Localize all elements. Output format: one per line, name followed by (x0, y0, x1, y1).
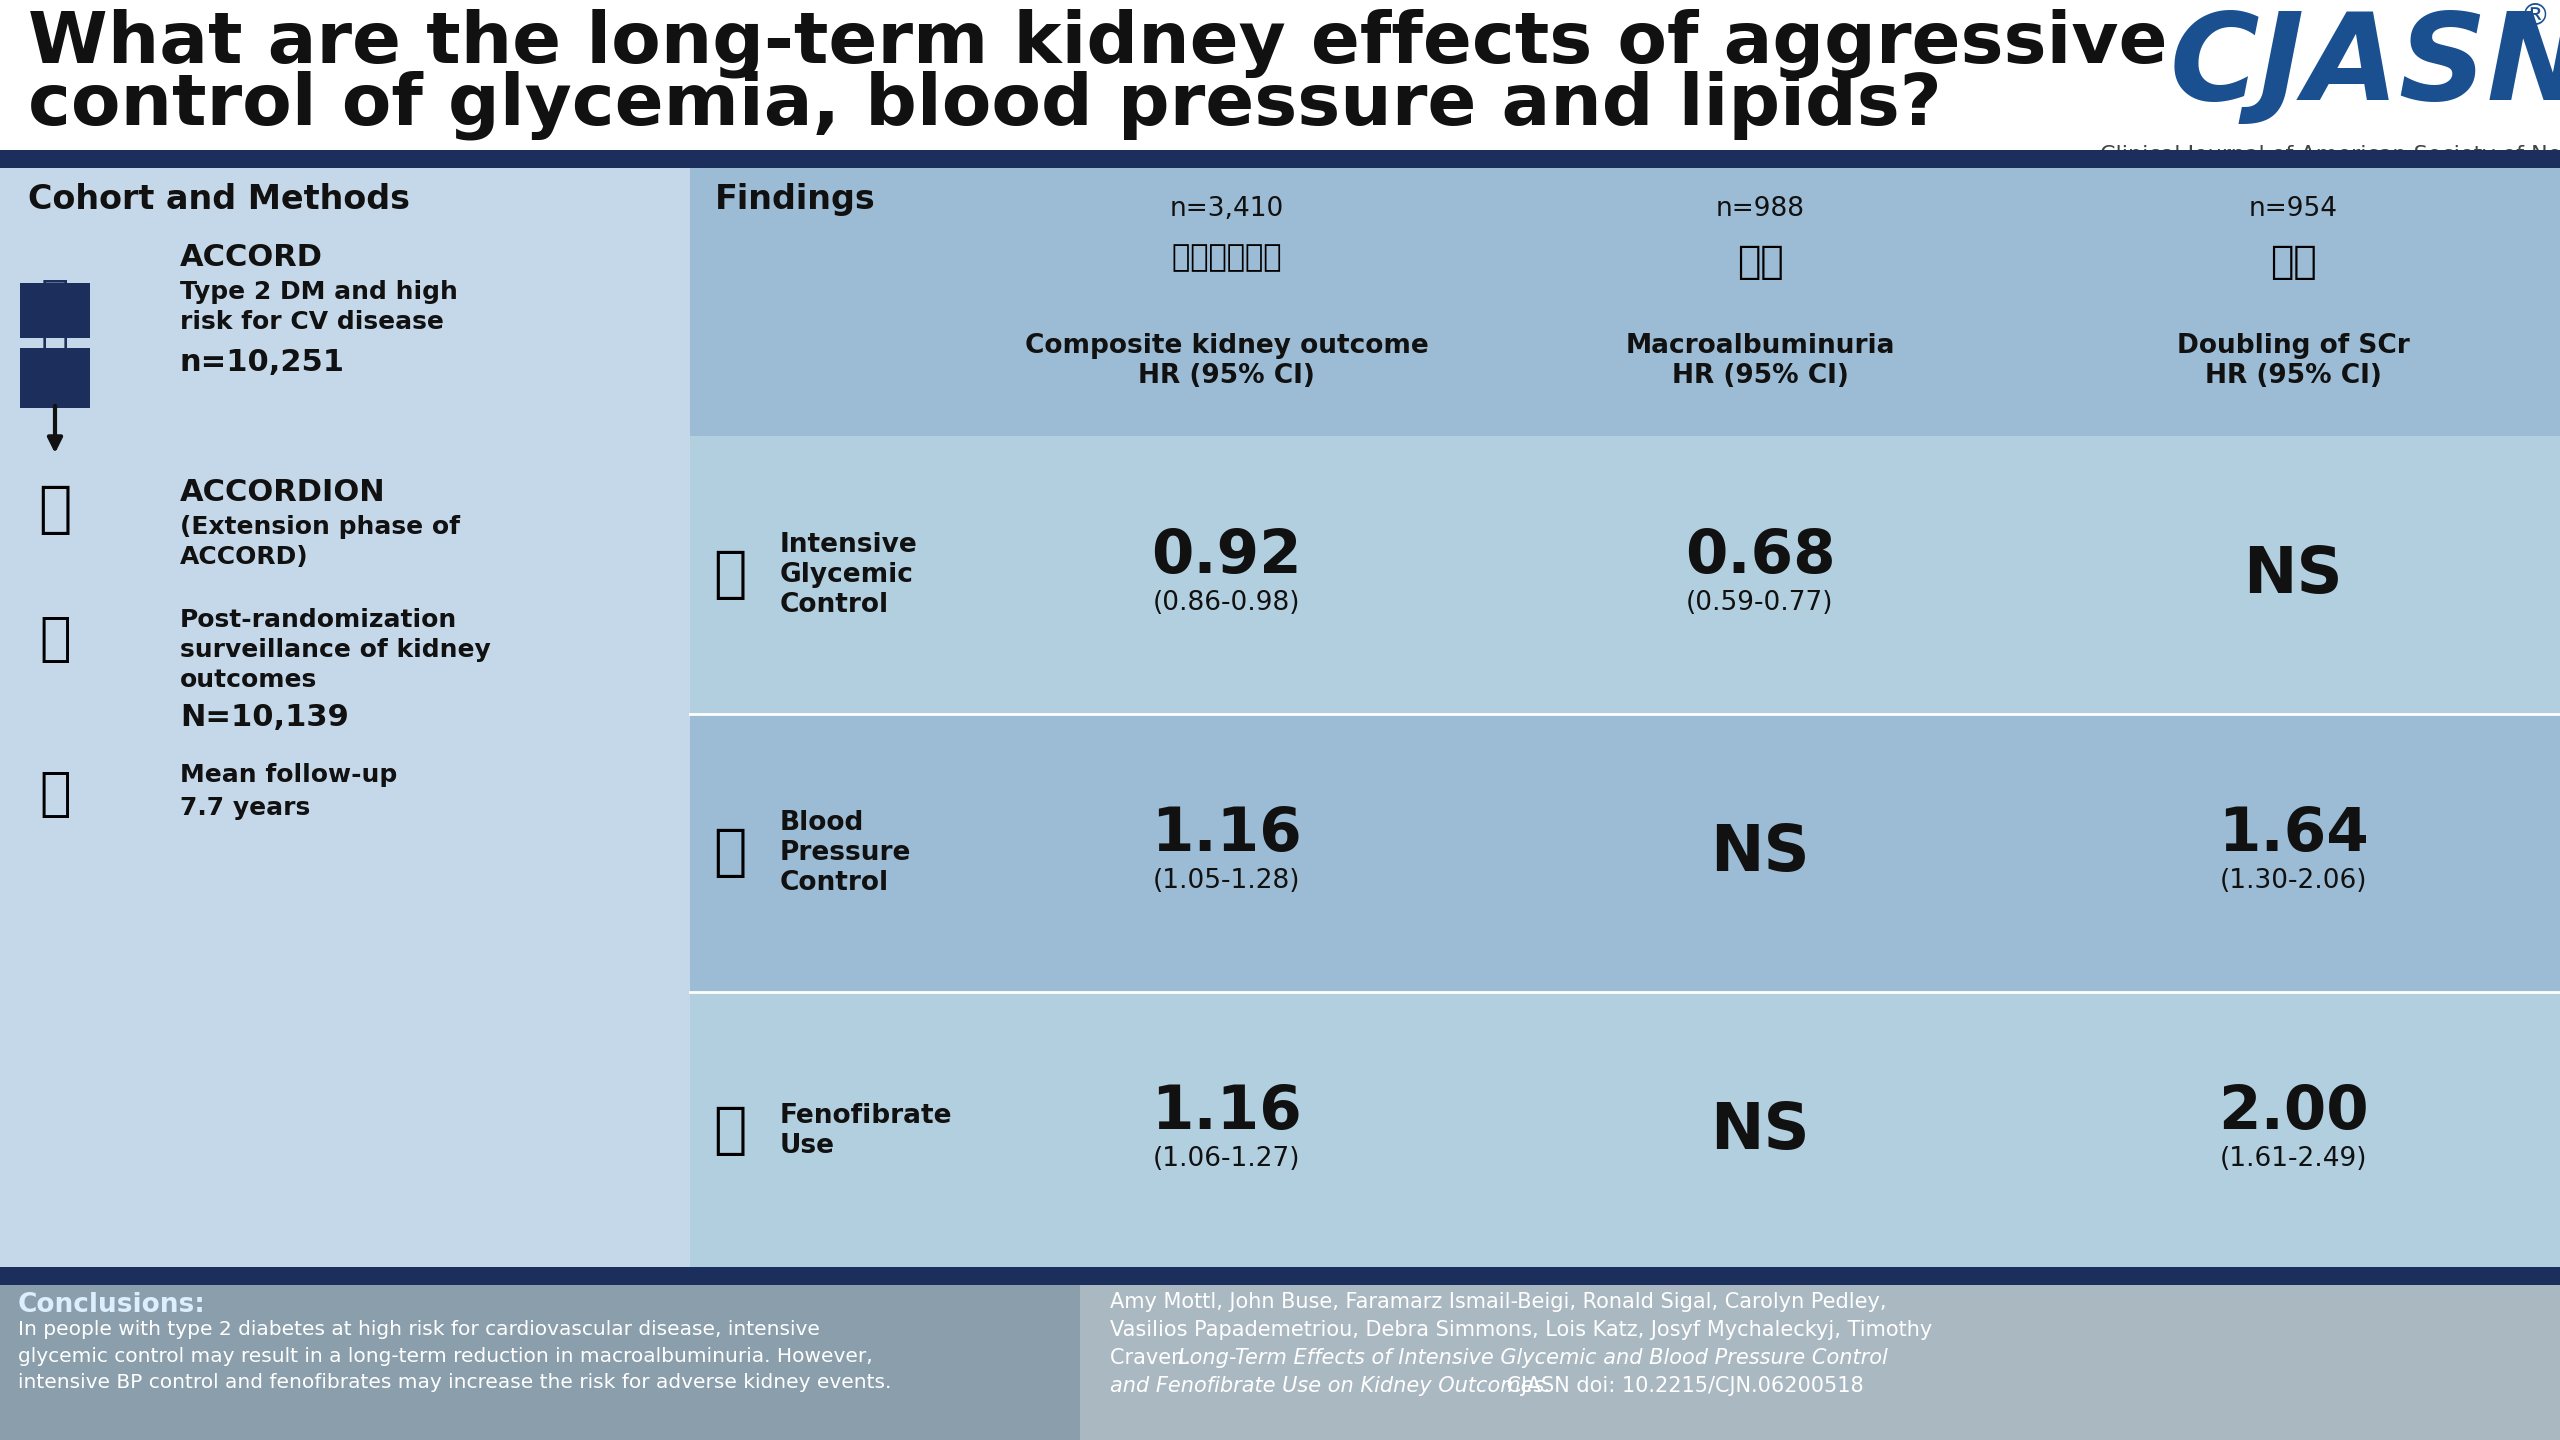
Text: CJASN doi: 10.2215/CJN.06200518: CJASN doi: 10.2215/CJN.06200518 (1500, 1377, 1864, 1395)
Text: HR (95% CI): HR (95% CI) (1139, 363, 1316, 389)
Text: HR (95% CI): HR (95% CI) (1672, 363, 1848, 389)
Text: What are the long-term kidney effects of aggressive: What are the long-term kidney effects of… (28, 9, 2168, 78)
Text: ACCORD: ACCORD (179, 243, 323, 272)
Text: Long-Term Effects of Intensive Glycemic and Blood Pressure Control: Long-Term Effects of Intensive Glycemic … (1178, 1348, 1887, 1368)
Bar (691, 168, 2560, 1270)
Text: n=10,251: n=10,251 (179, 348, 346, 377)
Text: 🧪🫘📊👤🖥️🔊: 🧪🫘📊👤🖥️🔊 (1172, 243, 1283, 272)
Text: risk for CV disease: risk for CV disease (179, 310, 443, 334)
Text: Composite kidney outcome: Composite kidney outcome (1024, 333, 1428, 359)
Bar (0, 1284, 2560, 1440)
Bar (0, 150, 2560, 168)
Text: Mean follow-up: Mean follow-up (179, 763, 397, 788)
Text: Doubling of SCr: Doubling of SCr (2176, 333, 2409, 359)
Text: CJASN: CJASN (2171, 9, 2560, 125)
Text: 2.00: 2.00 (2217, 1083, 2368, 1142)
Bar (20, 348, 90, 408)
Text: ACCORD): ACCORD) (179, 544, 310, 569)
Text: 📅: 📅 (38, 768, 72, 819)
Text: Amy Mottl, John Buse, Faramarz Ismail-Beigi, Ronald Sigal, Carolyn Pedley,: Amy Mottl, John Buse, Faramarz Ismail-Be… (1111, 1292, 1887, 1312)
Text: Macroalbuminuria: Macroalbuminuria (1626, 333, 1894, 359)
Text: NS: NS (1710, 1100, 1810, 1162)
Text: 🩺: 🩺 (714, 827, 748, 880)
Bar (0, 1284, 1080, 1440)
Bar (691, 436, 2560, 714)
Text: Conclusions:: Conclusions: (18, 1292, 205, 1318)
Text: HR (95% CI): HR (95% CI) (2204, 363, 2381, 389)
Bar (691, 992, 2560, 1270)
Bar (0, 1267, 2560, 1284)
Text: (0.59-0.77): (0.59-0.77) (1687, 590, 1833, 616)
Text: Findings: Findings (714, 183, 876, 216)
Text: ✋
🩹: ✋ 🩹 (41, 278, 69, 374)
Text: Vasilios Papademetriou, Debra Simmons, Lois Katz, Josyf Mychaleckyj, Timothy: Vasilios Papademetriou, Debra Simmons, L… (1111, 1320, 1933, 1341)
Text: n=954: n=954 (2248, 196, 2337, 222)
Bar (0, 0, 2560, 160)
Text: Clinical Journal of American Society of Nephrology: Clinical Journal of American Society of … (2102, 145, 2560, 166)
Text: 0.68: 0.68 (1684, 527, 1836, 586)
Text: n=3,410: n=3,410 (1170, 196, 1283, 222)
Text: 1.64: 1.64 (2217, 805, 2368, 864)
Text: 1.16: 1.16 (1152, 805, 1303, 864)
Text: Post-randomization: Post-randomization (179, 608, 458, 632)
Text: NS: NS (1710, 822, 1810, 884)
Text: (0.86-0.98): (0.86-0.98) (1152, 590, 1300, 616)
Text: ACCORDION: ACCORDION (179, 478, 387, 507)
Text: control of glycemia, blood pressure and lipids?: control of glycemia, blood pressure and … (28, 71, 1940, 140)
Text: 🎹: 🎹 (38, 482, 72, 537)
Text: 1.16: 1.16 (1152, 1083, 1303, 1142)
Text: (1.61-2.49): (1.61-2.49) (2220, 1146, 2368, 1172)
Text: Cohort and Methods: Cohort and Methods (28, 183, 410, 216)
Text: Fenofibrate
Use: Fenofibrate Use (781, 1103, 952, 1159)
Text: Craven.: Craven. (1111, 1348, 1198, 1368)
Text: (Extension phase of: (Extension phase of (179, 516, 461, 539)
Text: 0.92: 0.92 (1152, 527, 1303, 586)
Text: Intensive
Glycemic
Control: Intensive Glycemic Control (781, 531, 916, 618)
Bar (691, 168, 2560, 436)
Text: In people with type 2 diabetes at high risk for cardiovascular disease, intensiv: In people with type 2 diabetes at high r… (18, 1320, 891, 1392)
Text: Type 2 DM and high: Type 2 DM and high (179, 279, 458, 304)
Text: 🧪📊: 🧪📊 (1736, 243, 1784, 281)
Bar (691, 714, 2560, 992)
Text: 💊: 💊 (714, 1104, 748, 1158)
Text: Blood
Pressure
Control: Blood Pressure Control (781, 809, 911, 896)
Text: (1.30-2.06): (1.30-2.06) (2220, 868, 2368, 894)
Text: 7.7 years: 7.7 years (179, 796, 310, 819)
Text: N=10,139: N=10,139 (179, 703, 348, 732)
Bar (0, 168, 691, 1270)
Text: 📷: 📷 (38, 613, 72, 665)
Text: 💉: 💉 (714, 549, 748, 602)
Text: outcomes: outcomes (179, 668, 317, 693)
Bar (20, 284, 90, 338)
Text: 🫘📈: 🫘📈 (2271, 243, 2317, 281)
Text: (1.06-1.27): (1.06-1.27) (1152, 1146, 1300, 1172)
Text: NS: NS (2243, 544, 2342, 606)
Text: surveillance of kidney: surveillance of kidney (179, 638, 492, 662)
Text: n=988: n=988 (1715, 196, 1805, 222)
Text: and Fenofibrate Use on Kidney Outcomes.: and Fenofibrate Use on Kidney Outcomes. (1111, 1377, 1551, 1395)
Text: ®: ® (2519, 1, 2550, 32)
Text: (1.05-1.28): (1.05-1.28) (1152, 868, 1300, 894)
